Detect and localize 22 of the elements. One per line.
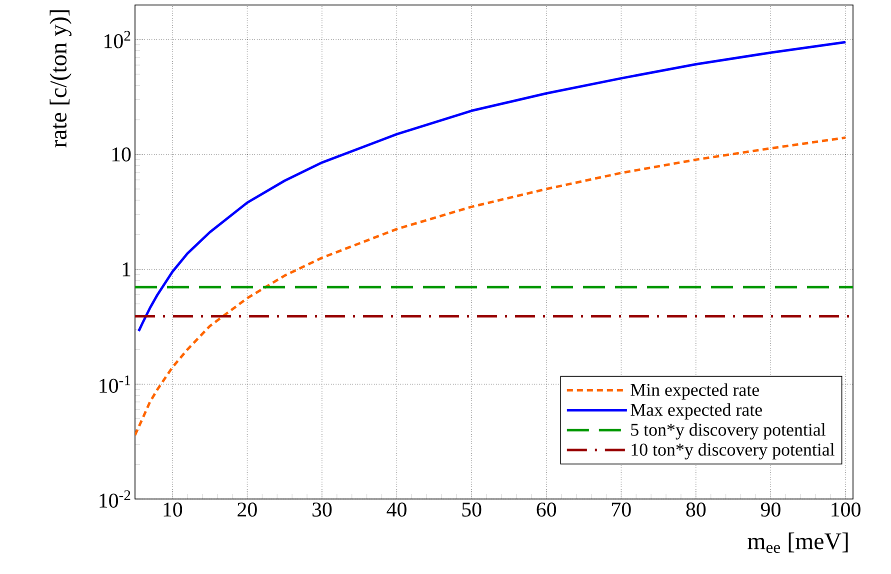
x-tick-label: 20 bbox=[238, 502, 257, 517]
legend-label: Min expected rate bbox=[630, 383, 759, 400]
legend-label: Max expected rate bbox=[630, 403, 762, 420]
x-tick-label: 30 bbox=[312, 502, 332, 517]
line-series bbox=[137, 40, 847, 332]
x-tick-label: 90 bbox=[760, 502, 780, 517]
y-tick-label: 1 bbox=[122, 262, 130, 276]
legend-label: 10 ton*y discovery potential bbox=[632, 443, 834, 460]
x-tick-label: 40 bbox=[386, 502, 406, 517]
x-tick-label: 80 bbox=[686, 502, 706, 517]
y-tick-label: 10$^{-1}$ bbox=[100, 375, 130, 393]
y-tick-label: 10 bbox=[112, 147, 131, 162]
x-tick-label: 10 bbox=[164, 502, 182, 517]
legend-label: 5 ton*y discovery potential bbox=[631, 423, 826, 440]
y-tick-label: 10$^{2}$ bbox=[104, 30, 130, 48]
x-tick-label: 70 bbox=[612, 502, 631, 517]
x-tick-label: 100 bbox=[832, 502, 860, 517]
x-tick-label: 60 bbox=[536, 502, 556, 517]
x-axis-title: m$_{ee}$ [meV] bbox=[748, 532, 848, 553]
x-tick-label: 50 bbox=[462, 502, 482, 517]
y-tick-label: 10$^{-2}$ bbox=[100, 490, 130, 508]
y-axis-title: rate [c/(ton y)] bbox=[50, 10, 72, 148]
